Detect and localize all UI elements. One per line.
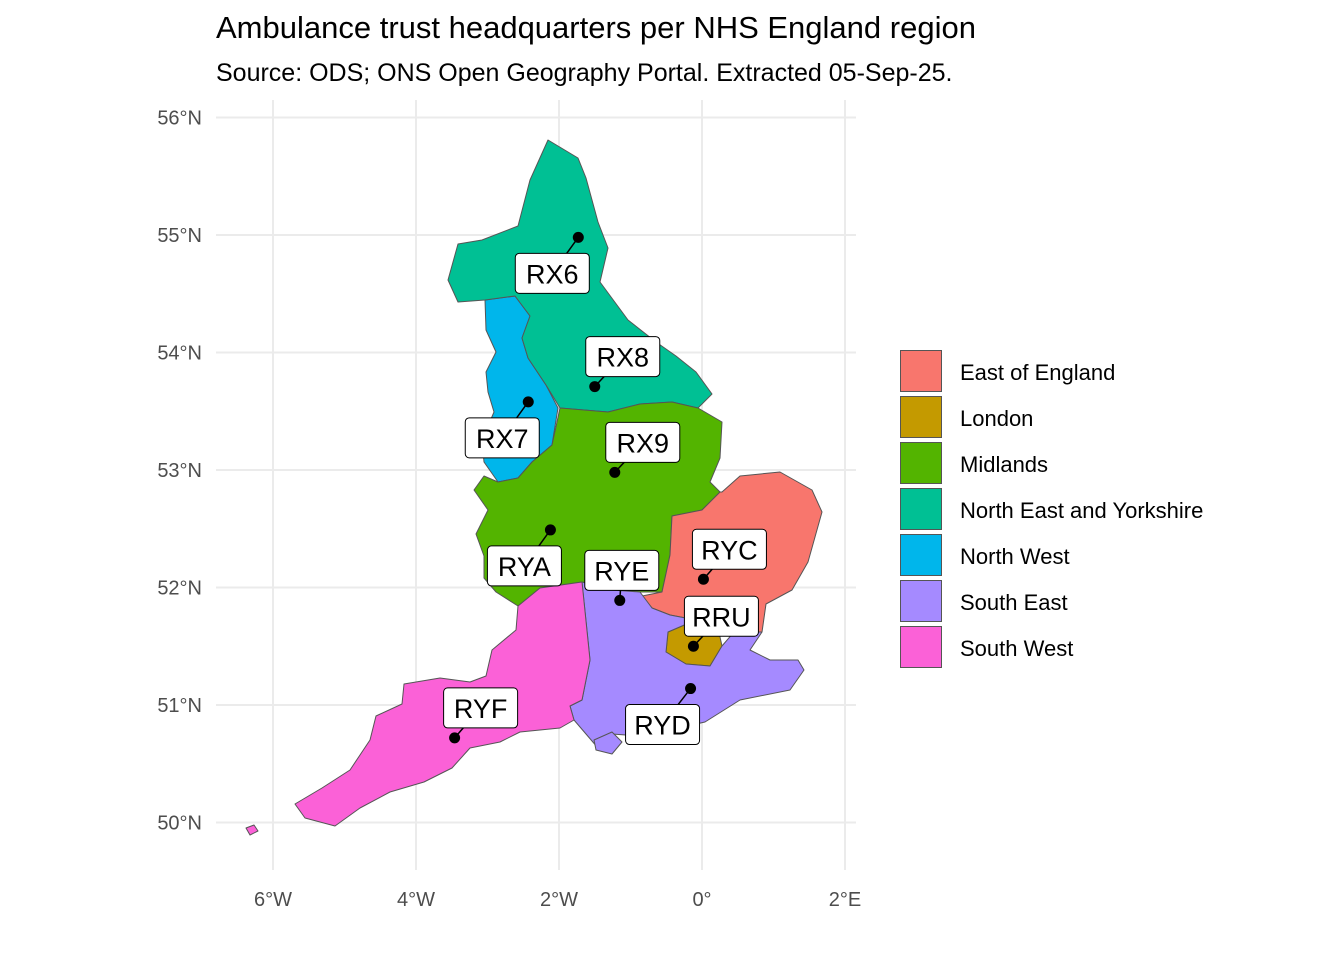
legend-label: South West xyxy=(960,636,1074,661)
tick-label-lon: 4°W xyxy=(397,889,435,911)
tick-label-lat: 56°N xyxy=(157,108,202,130)
hq-rru: RRU xyxy=(683,595,759,652)
hq-label: RYE xyxy=(594,556,649,586)
hq-point xyxy=(572,231,584,243)
tick-label-lon: 2°W xyxy=(540,889,578,911)
hq-label-box xyxy=(605,421,681,463)
legend-label: Midlands xyxy=(960,452,1049,477)
legend-label: London xyxy=(960,406,1034,431)
hq-ryf: RYF xyxy=(443,687,519,744)
hq-label-box xyxy=(585,336,661,378)
hq-point xyxy=(685,683,697,695)
regions xyxy=(245,139,823,836)
hq-label: RX9 xyxy=(617,428,670,458)
region-south-west xyxy=(294,581,591,827)
hq-ryd: RYD xyxy=(625,683,701,746)
hq-label: RYC xyxy=(701,535,758,565)
hq-label: RYA xyxy=(498,552,551,582)
legend-swatch xyxy=(900,488,942,530)
tick-label-lat: 53°N xyxy=(157,460,202,482)
hq-point xyxy=(522,396,534,408)
hq-rye: RYE xyxy=(584,549,660,606)
hq-point xyxy=(544,524,556,536)
tick-label-lat: 54°N xyxy=(157,343,202,365)
tick-label-lat: 55°N xyxy=(157,225,202,247)
isle-of-wight xyxy=(593,731,623,755)
hq-rx8: RX8 xyxy=(585,336,661,393)
tick-label-lon: 6°W xyxy=(254,889,292,911)
legend-label: South East xyxy=(960,590,1068,615)
hq-label: RX7 xyxy=(476,424,529,454)
hq-point xyxy=(687,640,699,652)
tick-label-lon: 0° xyxy=(692,889,711,911)
hq-label-box xyxy=(625,704,701,746)
tick-label-lat: 51°N xyxy=(157,695,202,717)
hq-ryc: RYC xyxy=(691,528,767,585)
hq-label-box xyxy=(691,528,767,570)
tick-label-lat: 52°N xyxy=(157,578,202,600)
legend-swatch xyxy=(900,534,942,576)
hq-point xyxy=(449,732,461,744)
legend-label: North West xyxy=(960,544,1070,569)
hq-label-box xyxy=(514,252,590,294)
hq-point xyxy=(697,573,709,585)
tick-label-lat: 50°N xyxy=(157,813,202,835)
hq-label-box xyxy=(464,417,540,459)
hq-label: RYD xyxy=(634,711,691,741)
hq-label: RX6 xyxy=(526,259,579,289)
hq-label: RRU xyxy=(692,602,751,632)
hq-point xyxy=(589,381,601,393)
hq-point xyxy=(614,594,626,606)
legend-swatch xyxy=(900,396,942,438)
legend-label: East of England xyxy=(960,360,1116,385)
chart-title: Ambulance trust headquarters per NHS Eng… xyxy=(216,10,976,45)
hq-rya: RYA xyxy=(486,524,562,587)
hq-rx9: RX9 xyxy=(605,421,681,478)
tick-label-lon: 2°E xyxy=(829,889,861,911)
hq-label: RYF xyxy=(454,694,508,724)
hq-point xyxy=(609,466,621,478)
hq-label-box xyxy=(683,595,759,637)
legend-swatch xyxy=(900,580,942,622)
hq-label: RX8 xyxy=(596,343,649,373)
legend-label: North East and Yorkshire xyxy=(960,498,1204,523)
hq-label-box xyxy=(584,549,660,591)
isles-of-scilly xyxy=(245,824,259,836)
hq-rx6: RX6 xyxy=(514,231,590,294)
chart-subtitle: Source: ODS; ONS Open Geography Portal. … xyxy=(216,59,953,87)
hq-label-box xyxy=(443,687,519,729)
headquarters-markers: RX6 RX8 RX7 RX9 RYA RYE RYC RRU RYD RYF xyxy=(443,231,767,746)
hq-rx7: RX7 xyxy=(464,396,540,459)
legend-swatch xyxy=(900,350,942,392)
hq-label-box xyxy=(486,545,562,587)
legend-swatch xyxy=(900,626,942,668)
axis-ticks: 56°N 55°N 54°N 53°N 52°N 51°N 50°N 6°W 4°W 2°W 0° 2… xyxy=(157,108,861,912)
legend-swatch xyxy=(900,442,942,484)
